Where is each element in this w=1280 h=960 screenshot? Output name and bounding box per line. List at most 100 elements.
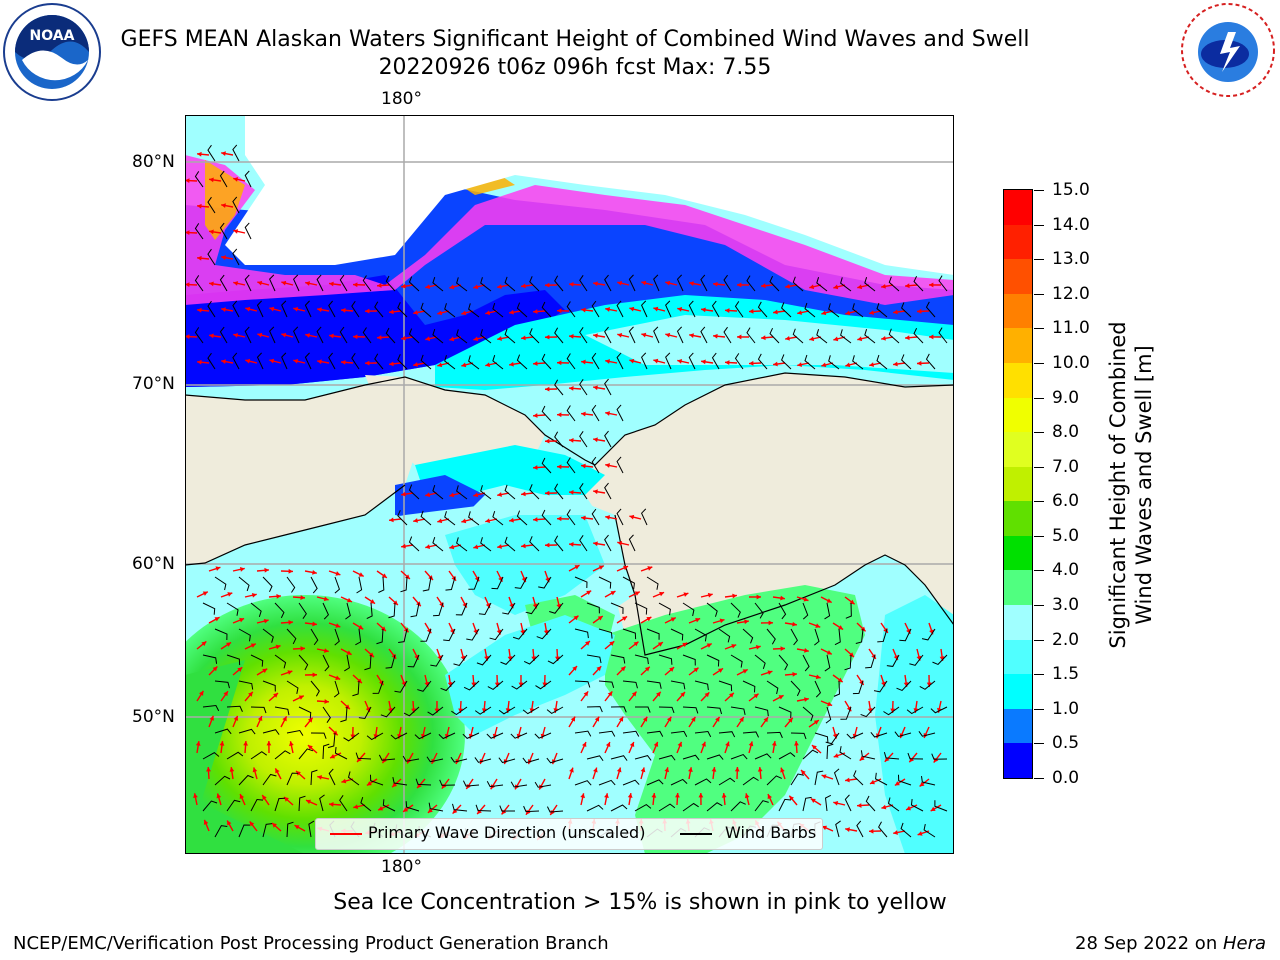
wave-arrow-head — [249, 821, 255, 827]
wind-barb — [852, 303, 864, 318]
wave-arrow-head — [353, 282, 358, 288]
colorbar-segment — [1004, 397, 1032, 433]
wind-barb — [522, 757, 540, 764]
wave-arrow-head — [257, 716, 263, 722]
wind-barb — [646, 680, 662, 689]
wind-barb — [238, 576, 250, 592]
wave-arrow-head — [748, 741, 754, 747]
wave-arrow-head — [289, 741, 294, 747]
wave-arrow-head — [780, 646, 785, 652]
wind-barb — [688, 352, 696, 370]
wave-arrow-head — [209, 177, 214, 183]
wind-barb — [907, 752, 924, 760]
wind-barb — [742, 628, 754, 644]
wave-arrow-head — [580, 793, 586, 799]
wind-barb — [281, 300, 288, 318]
wave-arrow-head — [434, 708, 440, 713]
wind-barb — [700, 274, 708, 292]
noaa-logo-icon: NOAA — [3, 3, 101, 101]
wave-arrow-head — [939, 656, 945, 661]
wind-barb — [646, 576, 659, 590]
colorbar-segment — [1004, 431, 1032, 467]
wave-arrow-head — [262, 668, 268, 674]
wind-barb — [355, 752, 372, 760]
wind-barb — [591, 456, 600, 474]
wave-arrow-head — [737, 334, 742, 340]
wave-arrow-head — [245, 358, 251, 364]
wave-arrow-head — [357, 678, 362, 684]
wind-barb — [706, 706, 723, 715]
wind-barb — [792, 328, 804, 344]
wind-barb — [443, 628, 456, 642]
wave-arrow-head — [221, 307, 226, 313]
wave-arrow-head — [749, 360, 754, 366]
wind-barb — [610, 602, 624, 614]
wave-arrow-head — [341, 307, 346, 313]
wave-arrow-head — [252, 767, 258, 773]
wave-arrow-head — [281, 280, 287, 286]
wind-barb — [730, 706, 746, 716]
wave-arrow-head — [593, 541, 598, 547]
wind-barb — [232, 196, 240, 214]
wind-barb — [394, 680, 408, 693]
wave-arrow-head — [221, 359, 226, 365]
wave-arrow-head — [665, 332, 671, 338]
wave-arrow-head — [913, 708, 919, 713]
wave-arrow-head — [725, 360, 730, 365]
wind-barb — [322, 602, 330, 620]
colorbar-tick — [1034, 535, 1044, 537]
wave-arrow-head — [801, 769, 806, 775]
wind-barb — [541, 301, 552, 318]
wind-barb — [420, 302, 432, 318]
wind-barb — [428, 802, 444, 812]
wind-barb — [339, 795, 348, 812]
colorbar-tick-label: 7.0 — [1052, 456, 1080, 477]
wave-arrow-head — [728, 692, 734, 698]
wind-barb — [833, 768, 840, 786]
wave-arrow-head — [890, 708, 896, 713]
wind-barb — [802, 654, 810, 672]
wave-arrow-head — [378, 806, 384, 811]
wind-barb — [420, 510, 432, 526]
wind-barb — [402, 755, 420, 762]
wind-barb — [839, 746, 852, 760]
wave-arrow-head — [317, 775, 323, 780]
wind-barb — [523, 654, 540, 665]
wave-arrow-head — [545, 334, 550, 340]
wind-barb — [826, 743, 834, 760]
wave-arrow-head — [573, 615, 579, 621]
wind-barb — [427, 706, 444, 716]
wind-barb — [864, 329, 876, 344]
wind-barb — [202, 800, 218, 812]
wind-barb — [718, 731, 736, 738]
wind-barbs — [194, 144, 948, 838]
wave-arrow-head — [713, 333, 718, 339]
map-legend: Primary Wave Direction (unscaled) Wind B… — [315, 818, 823, 850]
wind-barb — [778, 752, 796, 760]
wave-arrow-head — [822, 825, 828, 831]
wave-arrow-head — [768, 620, 773, 626]
wave-arrow-head — [569, 386, 574, 391]
colorbar-tick — [1034, 259, 1044, 261]
wave-arrow-head — [323, 596, 329, 602]
wind-barb — [474, 757, 492, 763]
wave-arrow-head — [193, 793, 198, 799]
wind-barb — [778, 602, 787, 620]
wind-barb — [444, 511, 456, 526]
wave-arrow-head — [640, 767, 646, 773]
wind-barb — [293, 326, 300, 344]
wave-arrow-head — [293, 306, 299, 312]
noaa-logo-text: NOAA — [30, 28, 75, 44]
wind-barb — [456, 277, 468, 292]
wind-barb — [804, 302, 816, 318]
wave-arrow-head — [713, 281, 718, 287]
wave-arrow-head — [809, 336, 815, 342]
wave-arrow-head — [214, 617, 220, 622]
wave-arrow-head — [471, 682, 477, 687]
wind-barb — [322, 706, 331, 723]
colorbar-tick-label: 1.0 — [1052, 698, 1080, 719]
wave-arrow-head — [545, 490, 550, 496]
wave-arrow-head — [473, 336, 479, 342]
colorbar-tick-label: 6.0 — [1052, 491, 1080, 512]
wind-barb — [388, 602, 396, 619]
